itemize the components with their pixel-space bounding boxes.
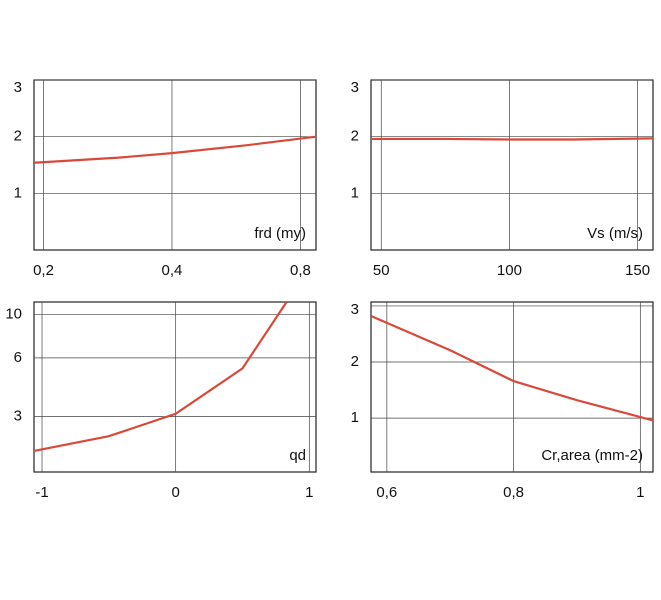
x-tick-label: 150: [625, 262, 650, 279]
y-tick-label: 3: [14, 408, 22, 425]
x-tick-label: 1: [305, 484, 313, 501]
y-tick-label: 6: [14, 349, 22, 366]
axis-label: qd: [289, 447, 306, 464]
data-line: [370, 315, 654, 422]
y-tick-label: 1: [351, 409, 359, 426]
y-tick-label: 1: [14, 184, 22, 201]
y-tick-label: 3: [351, 301, 359, 318]
x-tick-label: 0,2: [33, 262, 54, 279]
data-line: [33, 301, 288, 453]
x-tick-label: 1: [636, 484, 644, 501]
y-tick-label: 10: [5, 306, 22, 323]
x-tick-label: 0: [171, 484, 179, 501]
plot-frame: [370, 301, 654, 473]
data-line: [33, 135, 317, 164]
x-tick-label: 0,8: [503, 484, 524, 501]
x-tick-label: -1: [35, 484, 48, 501]
x-tick-label: 0,8: [290, 262, 311, 279]
x-tick-label: 50: [373, 262, 390, 279]
y-tick-label: 2: [351, 128, 359, 145]
plot-frame: [33, 301, 317, 473]
y-tick-label: 2: [14, 128, 22, 145]
y-tick-label: 1: [351, 184, 359, 201]
axis-label: Vs (m/s): [587, 225, 643, 242]
x-tick-label: 0,6: [376, 484, 397, 501]
y-tick-label: 3: [14, 79, 22, 96]
axis-label: Cr,area (mm-2): [541, 447, 643, 464]
x-tick-label: 100: [497, 262, 522, 279]
axis-label: frd (my): [254, 225, 306, 242]
y-tick-label: 3: [351, 79, 359, 96]
x-tick-label: 0,4: [162, 262, 183, 279]
y-tick-label: 2: [351, 353, 359, 370]
data-line: [371, 137, 654, 141]
